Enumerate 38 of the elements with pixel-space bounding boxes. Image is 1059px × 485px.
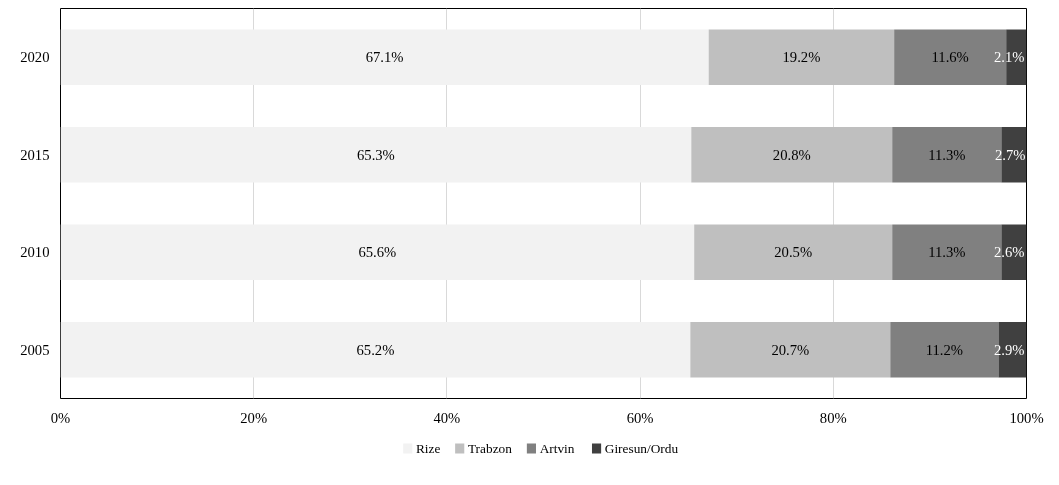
data-label: 2.7% xyxy=(995,146,1026,163)
x-tick-label: 60% xyxy=(626,409,654,426)
y-tick-label: 2010 xyxy=(20,244,50,261)
bar xyxy=(60,224,695,281)
data-label: 65.3% xyxy=(356,146,395,163)
data-label: 11.3% xyxy=(928,146,966,163)
y-tick-label: 2005 xyxy=(20,341,50,358)
bar xyxy=(60,126,692,183)
legend-label: Giresun/Ordu xyxy=(604,441,679,456)
data-label: 11.3% xyxy=(928,244,966,261)
bar xyxy=(691,126,893,183)
data-label: 20.8% xyxy=(772,146,811,163)
data-label: 2.6% xyxy=(994,244,1025,261)
legend-label: Trabzon xyxy=(467,441,513,456)
data-label: 20.7% xyxy=(771,341,810,358)
bar xyxy=(60,29,709,86)
x-tick-label: 40% xyxy=(433,409,461,426)
y-tick-label: 2020 xyxy=(20,49,50,66)
x-tick-label: 20% xyxy=(240,409,268,426)
data-label: 19.2% xyxy=(782,49,821,66)
data-label: 65.2% xyxy=(356,341,395,358)
data-label: 11.2% xyxy=(925,341,964,358)
data-label: 2.9% xyxy=(994,341,1025,358)
data-label: 2.1% xyxy=(994,49,1025,66)
data-label: 11.6% xyxy=(931,49,969,66)
legend-label: Artvin xyxy=(539,441,575,456)
y-tick-label: 2015 xyxy=(20,146,50,163)
bar xyxy=(708,29,895,86)
bar xyxy=(694,224,893,281)
data-label: 65.6% xyxy=(358,244,397,261)
bar xyxy=(690,321,891,378)
data-label: 20.5% xyxy=(774,244,813,261)
data-label: 67.1% xyxy=(365,49,404,66)
legend-label: Rize xyxy=(415,441,441,456)
bar xyxy=(60,321,691,378)
x-tick-label: 80% xyxy=(819,409,847,426)
x-tick-label: 100% xyxy=(1009,409,1044,426)
x-tick-label: 0% xyxy=(50,409,71,426)
